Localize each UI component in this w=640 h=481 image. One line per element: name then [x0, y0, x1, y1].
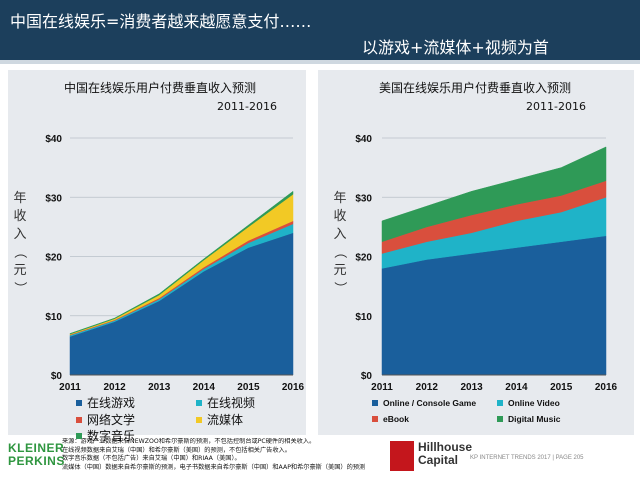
y-tick-label: $10: [45, 312, 62, 323]
legend-item: Digital Music: [497, 414, 560, 424]
legend-swatch: [372, 400, 378, 406]
y-axis-label-char: （: [12, 245, 27, 258]
y-axis-label-char: 收: [13, 209, 26, 224]
legend-swatch: [196, 399, 202, 406]
header-banner: 中国在线娱乐=消费者越来越愿意支付…… 以游戏+流媒体+视频为首: [0, 0, 640, 60]
x-tick-label: 2012: [103, 382, 126, 393]
footnote-line: 在线视频数据来自艾瑞（中国）和希尔豪斯（美国）的预测，不包括相关广告收入。: [62, 446, 291, 454]
legend-swatch: [196, 416, 202, 423]
y-axis-label-char: 年: [13, 191, 26, 206]
y-axis-label-char: 年: [333, 191, 346, 206]
y-axis-label-char: 入: [333, 227, 346, 242]
y-tick-label: $40: [355, 134, 372, 145]
legend-label: 流媒体: [207, 413, 244, 427]
chart-subtitle: 2011-2016: [217, 100, 277, 113]
legend-label: 数字音乐: [87, 429, 136, 443]
chart-title: 中国在线娱乐用户付费垂直收入预测: [64, 80, 256, 95]
page-title-line1: 中国在线娱乐=消费者越来越愿意支付……: [10, 12, 312, 31]
legend-swatch: [76, 399, 82, 406]
kleiner-perkins-logo: KLEINER PERKINS: [8, 441, 65, 468]
y-axis-label-char: 收: [333, 209, 346, 224]
legend-item: 数字音乐: [76, 427, 135, 444]
y-tick-label: $20: [45, 253, 62, 264]
legend-swatch: [76, 416, 82, 423]
hillhouse-logo-mark: [390, 441, 414, 471]
legend-swatch: [76, 432, 82, 439]
legend-label: Online Video: [508, 398, 560, 408]
footnote-line: 来源：游戏产业数据来自NEWZOO和希尔豪斯的预测，不包括控制台或PC硬件的相关…: [62, 438, 316, 445]
footnote-line: 流媒体（中国）数据来自希尔豪斯的预测，电子书数据来自希尔豪斯（中国）和AAP和希…: [62, 463, 366, 471]
legend-label: 在线游戏: [87, 396, 136, 410]
area-series-3: [381, 146, 607, 243]
legend-item: 在线视频: [196, 394, 255, 411]
y-tick-label: $20: [355, 253, 372, 264]
y-axis-label-char: ）: [332, 281, 347, 294]
y-axis-label-char: ）: [12, 281, 27, 294]
x-tick-label: 2015: [237, 382, 260, 393]
chart-subtitle: 2011-2016: [526, 100, 586, 113]
legend-label: eBook: [383, 414, 409, 424]
y-tick-label: $0: [51, 371, 63, 382]
x-tick-label: 2013: [148, 382, 171, 393]
y-axis-label-char: 入: [13, 227, 26, 242]
page-title-line2: 以游戏+流媒体+视频为首: [362, 38, 549, 57]
legend-item: Online Video: [497, 398, 560, 408]
y-axis-label-char: 元: [13, 263, 26, 278]
legend-item: eBook: [372, 414, 409, 424]
y-tick-label: $40: [45, 134, 62, 145]
x-tick-label: 2014: [505, 382, 528, 393]
x-tick-label: 2011: [59, 382, 81, 393]
legend-label: Online / Console Game: [383, 398, 477, 408]
footnotes: 来源：游戏产业数据来自NEWZOO和希尔豪斯的预测，不包括控制台或PC硬件的相关…: [62, 438, 392, 481]
header-divider: [0, 60, 640, 64]
legend-label: 网络文学: [87, 413, 136, 427]
hillhouse-logo: Hillhouse Capital: [418, 440, 473, 467]
x-tick-label: 2014: [193, 382, 216, 393]
area-series-4: [69, 190, 294, 335]
legend-item: 在线游戏: [76, 394, 135, 411]
x-tick-label: 2015: [550, 382, 573, 393]
y-tick-label: $30: [45, 193, 62, 204]
x-tick-label: 2013: [460, 382, 483, 393]
y-tick-label: $30: [355, 193, 372, 204]
y-axis-label-char: （: [332, 245, 347, 258]
legend-swatch: [372, 416, 378, 422]
legend-swatch: [497, 400, 503, 406]
page-footer: KP INTERNET TRENDS 2017 | PAGE 205: [470, 455, 584, 461]
legend-item: 流媒体: [196, 411, 243, 428]
x-tick-label: 2016: [595, 382, 618, 393]
chart-title: 美国在线娱乐用户付费垂直收入预测: [379, 80, 571, 95]
legend-item: Online / Console Game: [372, 398, 476, 408]
y-tick-label: $0: [361, 371, 373, 382]
footnote-line: 数字音乐数据（不包括广告）来自艾瑞（中国）和RIAA（美国）。: [62, 455, 241, 463]
x-tick-label: 2016: [282, 382, 305, 393]
y-tick-label: $10: [355, 312, 372, 323]
legend-label: Digital Music: [508, 414, 561, 424]
legend-swatch: [497, 416, 503, 422]
y-axis-label-char: 元: [333, 263, 346, 278]
legend-label: 在线视频: [207, 396, 256, 410]
x-tick-label: 2012: [416, 382, 439, 393]
x-tick-label: 2011: [371, 382, 393, 393]
legend-item: 网络文学: [76, 411, 135, 428]
